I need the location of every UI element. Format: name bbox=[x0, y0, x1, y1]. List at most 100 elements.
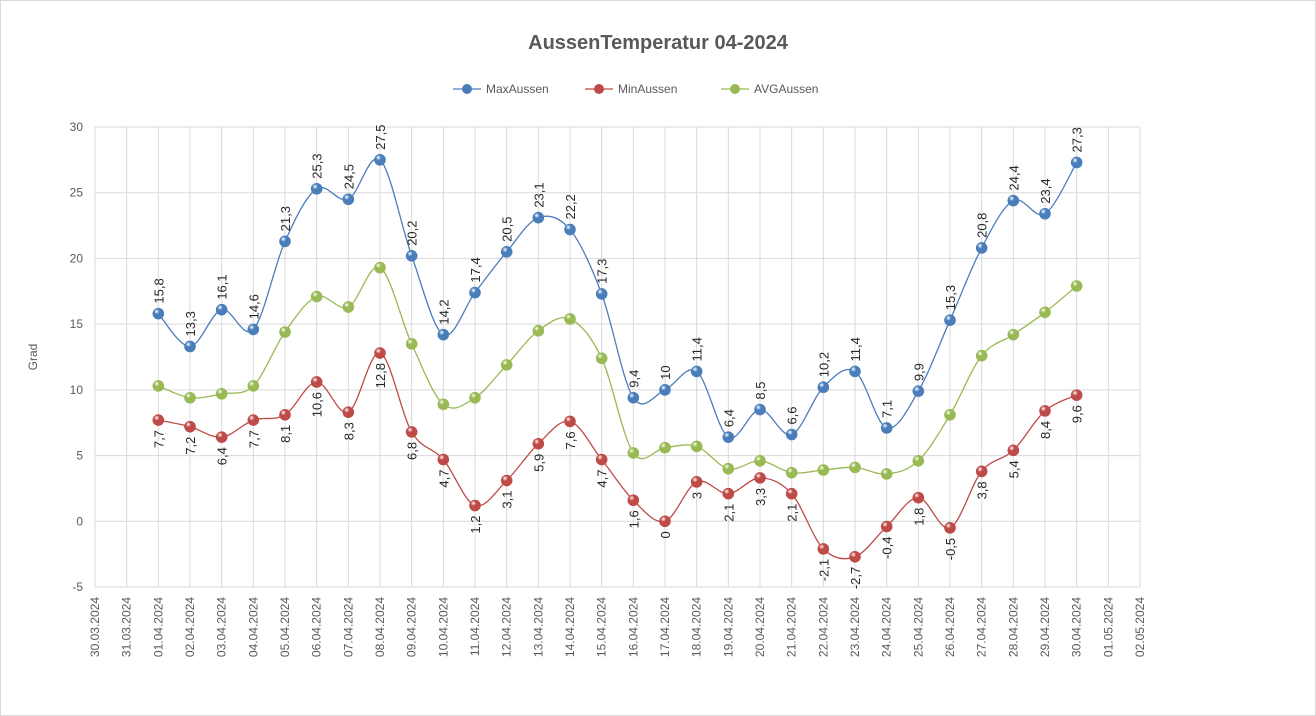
data-label: 0 bbox=[658, 531, 673, 538]
series-maxaussen: 15,8 13,3 16,1 14,6 21,3 25,3 24,5 27,5 20,2 14,2… bbox=[151, 125, 1085, 443]
data-point bbox=[215, 303, 228, 316]
x-tick-label: 01.04.2024 bbox=[151, 597, 165, 657]
data-point bbox=[849, 365, 861, 378]
data-label: 9,4 bbox=[626, 370, 641, 388]
data-label: 15,8 bbox=[151, 278, 166, 303]
data-point bbox=[817, 381, 830, 394]
data-label: 20,8 bbox=[975, 213, 990, 238]
data-point bbox=[1007, 328, 1020, 341]
data-label: 20,2 bbox=[405, 220, 420, 245]
data-point bbox=[1007, 444, 1020, 457]
data-point bbox=[1039, 207, 1051, 220]
data-label: 16,1 bbox=[215, 274, 230, 299]
y-tick-label: 25 bbox=[70, 186, 84, 200]
data-point bbox=[722, 462, 735, 475]
x-tick-label: 19.04.2024 bbox=[721, 597, 735, 657]
data-point bbox=[722, 431, 735, 443]
data-label: 8,1 bbox=[278, 425, 293, 443]
legend-label-minaussen: MinAussen bbox=[618, 82, 677, 96]
data-point bbox=[374, 261, 386, 274]
data-point bbox=[849, 461, 861, 474]
data-point bbox=[912, 385, 925, 397]
data-point bbox=[754, 472, 766, 484]
data-point bbox=[342, 193, 355, 206]
x-tick-label: 16.04.2024 bbox=[626, 597, 640, 657]
data-point bbox=[374, 347, 386, 359]
legend-marker bbox=[730, 84, 740, 94]
data-point bbox=[595, 352, 608, 365]
data-point bbox=[944, 522, 956, 534]
legend: MaxAussen MinAussen AVGAussen bbox=[453, 82, 818, 96]
data-point bbox=[627, 494, 640, 507]
data-label: 20,5 bbox=[500, 217, 515, 242]
data-label: 6,4 bbox=[721, 409, 736, 427]
data-label: 21,3 bbox=[278, 206, 293, 231]
x-tick-label: 06.04.2024 bbox=[310, 597, 324, 657]
data-label: 14,6 bbox=[246, 294, 261, 319]
data-label: 22,2 bbox=[563, 194, 578, 219]
data-label: 9,9 bbox=[911, 363, 926, 381]
series-line bbox=[158, 266, 1078, 475]
data-label: 17,3 bbox=[595, 259, 610, 284]
data-point bbox=[532, 211, 545, 224]
y-axis-ticks: -5 0 5 10 15 20 25 30 bbox=[70, 120, 84, 594]
data-label: 7,6 bbox=[563, 431, 578, 449]
data-label: 6,4 bbox=[215, 447, 230, 465]
series-avgaussen bbox=[152, 261, 1083, 480]
x-tick-label: 17.04.2024 bbox=[658, 597, 672, 657]
data-label: 1,8 bbox=[911, 508, 926, 526]
data-point bbox=[405, 426, 418, 438]
data-point bbox=[500, 359, 513, 371]
data-label: 10,2 bbox=[816, 352, 831, 377]
data-point bbox=[469, 391, 481, 404]
data-point bbox=[785, 428, 798, 441]
data-point bbox=[247, 414, 260, 426]
data-label: 10 bbox=[658, 365, 673, 379]
data-label: 10,6 bbox=[310, 392, 325, 417]
y-tick-label: 10 bbox=[70, 383, 84, 397]
data-point bbox=[849, 550, 861, 563]
x-tick-label: 07.04.2024 bbox=[341, 597, 355, 657]
x-tick-label: 01.05.2024 bbox=[1101, 597, 1115, 657]
data-label: 27,3 bbox=[1070, 127, 1085, 152]
data-point bbox=[437, 328, 450, 341]
x-tick-label: 30.04.2024 bbox=[1070, 597, 1084, 657]
y-axis-label: Grad bbox=[26, 344, 40, 371]
data-point bbox=[754, 455, 766, 467]
data-label: 3,3 bbox=[753, 488, 768, 506]
data-point bbox=[880, 520, 893, 533]
data-point bbox=[405, 250, 418, 262]
data-point bbox=[184, 420, 196, 433]
data-label: 8,3 bbox=[341, 422, 356, 440]
x-tick-label: 21.04.2024 bbox=[785, 597, 799, 657]
data-label: 12,8 bbox=[373, 363, 388, 388]
data-point bbox=[1007, 194, 1020, 207]
x-tick-label: 15.04.2024 bbox=[595, 597, 609, 657]
data-point bbox=[690, 476, 703, 488]
data-point bbox=[659, 441, 671, 454]
data-label: 9,6 bbox=[1070, 405, 1085, 423]
data-point bbox=[532, 324, 545, 337]
data-point bbox=[785, 466, 798, 479]
data-label: 14,2 bbox=[436, 299, 451, 324]
x-tick-label: 26.04.2024 bbox=[943, 597, 957, 657]
data-label: 1,2 bbox=[468, 516, 483, 534]
series-line bbox=[157, 157, 1078, 439]
data-label: 13,3 bbox=[183, 311, 198, 336]
y-tick-label: 30 bbox=[70, 120, 84, 134]
data-point bbox=[152, 380, 165, 392]
data-point bbox=[469, 499, 481, 512]
data-point bbox=[754, 403, 766, 416]
data-label: 5,9 bbox=[531, 454, 546, 472]
data-point bbox=[279, 326, 291, 338]
data-label: 15,3 bbox=[943, 285, 958, 310]
data-point bbox=[659, 384, 671, 396]
chart-title: AussenTemperatur 04-2024 bbox=[528, 32, 789, 54]
data-point bbox=[595, 288, 608, 300]
data-point bbox=[564, 313, 576, 325]
data-label: 4,7 bbox=[595, 470, 610, 488]
data-point bbox=[944, 314, 956, 327]
data-label: 7,1 bbox=[880, 400, 895, 418]
data-point bbox=[279, 235, 291, 248]
x-tick-label: 22.04.2024 bbox=[816, 597, 830, 657]
